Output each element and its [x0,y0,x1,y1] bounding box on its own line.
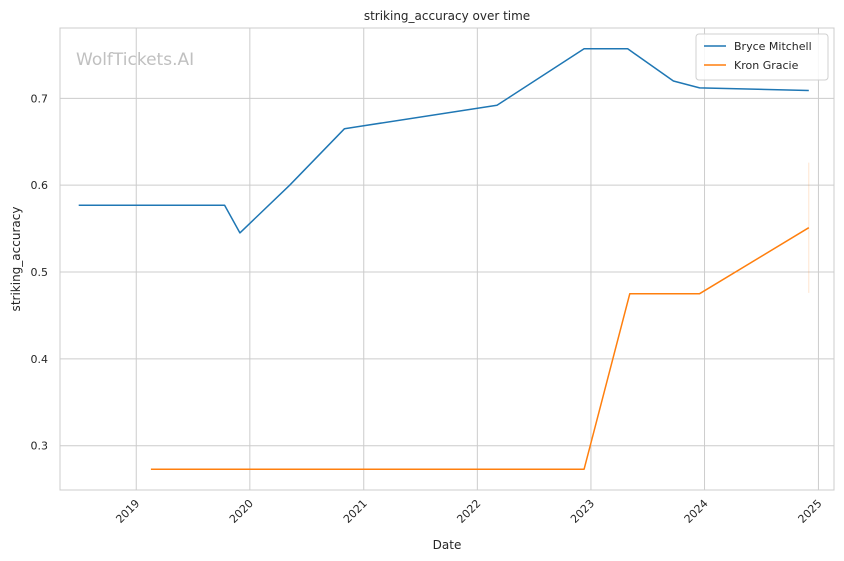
y-tick-label: 0.4 [31,353,49,366]
x-axis-label: Date [433,538,462,552]
series-line-2 [150,227,810,470]
series-lines [78,48,810,470]
legend-label: Kron Gracie [734,59,799,72]
watermark: WolfTickets.AI [76,50,194,70]
y-tick-label: 0.6 [31,179,49,192]
chart-title: striking_accuracy over time [364,9,530,23]
series-line-1 [78,48,809,234]
legend-box [695,33,829,81]
gridlines [60,28,834,490]
y-tick-label: 0.3 [31,440,49,453]
legend-label: Bryce Mitchell [734,40,812,53]
y-tick-label: 0.7 [31,92,49,105]
legend: Bryce Mitchell Kron Gracie [695,33,829,81]
y-tick-labels: 0.3 0.4 0.5 0.6 0.7 [31,92,49,452]
y-tick-label: 0.5 [31,266,49,279]
plot-frame [59,27,835,491]
y-axis-label: striking_accuracy [9,207,23,312]
